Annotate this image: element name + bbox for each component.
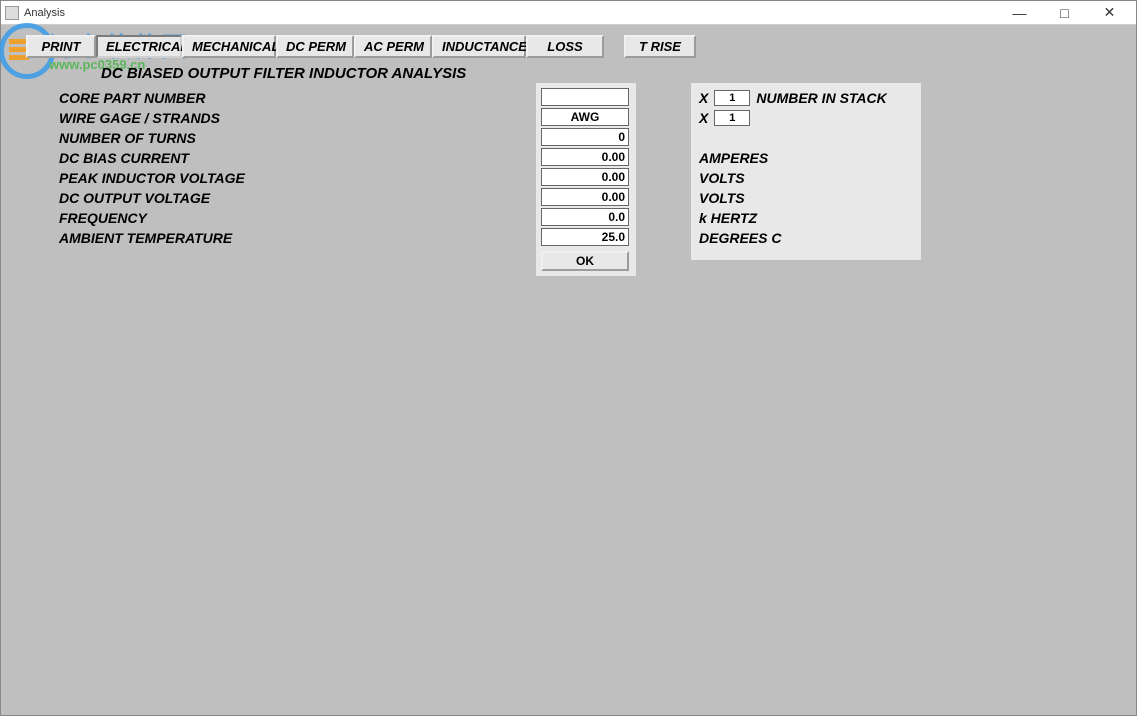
bias-current-input[interactable] <box>541 148 629 166</box>
stack-row-2: X <box>699 108 913 128</box>
dc-perm-button[interactable]: DC PERM <box>276 35 354 58</box>
electrical-button[interactable]: ELECTRICAL <box>96 35 182 58</box>
label-frequency: FREQUENCY <box>59 208 245 228</box>
label-bias-current: DC BIAS CURRENT <box>59 148 245 168</box>
field-labels: CORE PART NUMBER WIRE GAGE / STRANDS NUM… <box>59 88 245 248</box>
turns-input[interactable] <box>541 128 629 146</box>
close-button[interactable]: ✕ <box>1087 2 1132 24</box>
unit-degrees: DEGREES C <box>699 228 913 248</box>
ac-perm-button[interactable]: AC PERM <box>354 35 432 58</box>
minimize-button[interactable]: — <box>997 2 1042 24</box>
units-panel: X NUMBER IN STACK X AMPERES VOLTS VOLTS … <box>691 83 921 260</box>
number-in-stack-label: NUMBER IN STACK <box>756 90 886 106</box>
window-title: Analysis <box>24 7 997 19</box>
page-title: DC BIASED OUTPUT FILTER INDUCTOR ANALYSI… <box>101 65 466 82</box>
mechanical-button[interactable]: MECHANICAL <box>182 35 276 58</box>
print-button[interactable]: PRINT <box>26 35 96 58</box>
label-peak-voltage: PEAK INDUCTOR VOLTAGE <box>59 168 245 188</box>
content-area: 河东软件园 www.pc0359.cn PRINT ELECTRICAL MEC… <box>1 25 1136 715</box>
app-icon <box>5 6 19 20</box>
stack-input-1[interactable] <box>714 90 750 106</box>
unit-amperes: AMPERES <box>699 148 913 168</box>
ambient-temp-input[interactable] <box>541 228 629 246</box>
wire-gage-input[interactable] <box>541 108 629 126</box>
output-voltage-input[interactable] <box>541 188 629 206</box>
maximize-button[interactable]: □ <box>1042 2 1087 24</box>
label-ambient-temp: AMBIENT TEMPERATURE <box>59 228 245 248</box>
label-core-part: CORE PART NUMBER <box>59 88 245 108</box>
loss-button[interactable]: LOSS <box>526 35 604 58</box>
inductance-button[interactable]: INDUCTANCE <box>432 35 526 58</box>
x-label-2: X <box>699 110 708 126</box>
x-label-1: X <box>699 90 708 106</box>
unit-volts-2: VOLTS <box>699 188 913 208</box>
ok-button[interactable]: OK <box>541 251 629 271</box>
core-part-input[interactable] <box>541 88 629 106</box>
stack-row-1: X NUMBER IN STACK <box>699 88 913 108</box>
unit-khertz: k HERTZ <box>699 208 913 228</box>
inputs-panel: OK <box>536 83 636 276</box>
unit-volts-1: VOLTS <box>699 168 913 188</box>
stack-input-2[interactable] <box>714 110 750 126</box>
t-rise-button[interactable]: T RISE <box>624 35 696 58</box>
label-turns: NUMBER OF TURNS <box>59 128 245 148</box>
label-output-voltage: DC OUTPUT VOLTAGE <box>59 188 245 208</box>
peak-voltage-input[interactable] <box>541 168 629 186</box>
toolbar: PRINT ELECTRICAL MECHANICAL DC PERM AC P… <box>26 35 696 58</box>
label-wire-gage: WIRE GAGE / STRANDS <box>59 108 245 128</box>
frequency-input[interactable] <box>541 208 629 226</box>
window-controls: — □ ✕ <box>997 2 1132 24</box>
titlebar: Analysis — □ ✕ <box>1 1 1136 25</box>
